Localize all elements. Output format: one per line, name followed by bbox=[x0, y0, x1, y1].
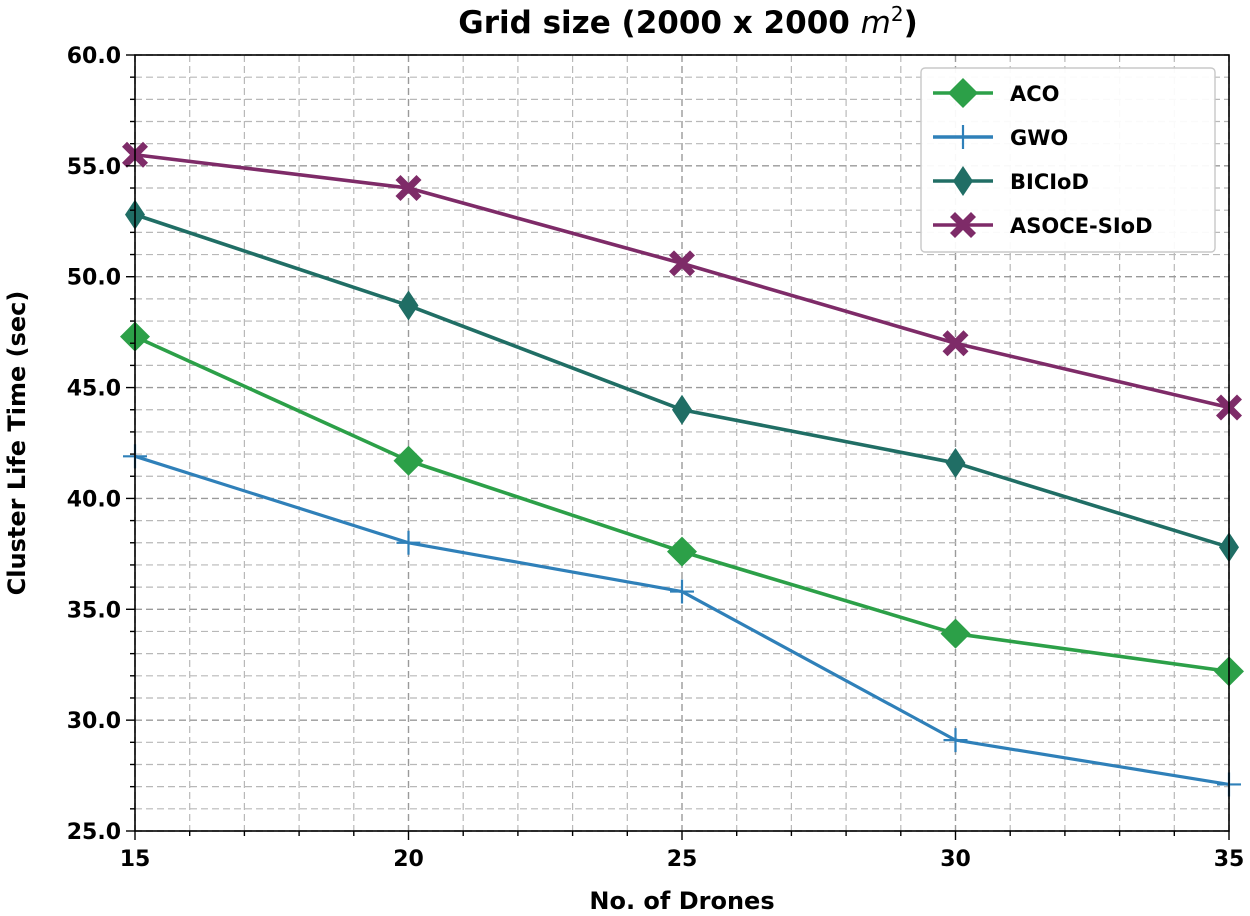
legend-label-aco: ACO bbox=[1010, 82, 1060, 106]
series-biciod bbox=[125, 199, 1239, 563]
data-point-asoce-siod bbox=[669, 250, 695, 277]
x-axis-label: No. of Drones bbox=[589, 887, 774, 915]
series-layer bbox=[120, 141, 1244, 797]
y-tick-label: 50.0 bbox=[67, 266, 121, 291]
x-tick-label: 25 bbox=[667, 847, 698, 872]
data-point-gwo bbox=[943, 728, 968, 753]
x-tick-label: 15 bbox=[120, 847, 151, 872]
legend-label-biciod: BICIoD bbox=[1010, 170, 1089, 194]
data-point-aco bbox=[667, 536, 697, 567]
y-tick-label: 55.0 bbox=[67, 155, 121, 180]
axis-ticks: 15 20 25 30 35 25.0 30.0 35.0 40.0 45.0 50.0 55.0 60… bbox=[67, 44, 1245, 872]
legend-item-asoce-siod: ASOCE-SIoD bbox=[933, 212, 1153, 238]
legend-marker-gwo bbox=[951, 125, 975, 149]
legend-marker-aco bbox=[948, 78, 978, 108]
grid bbox=[134, 54, 1230, 832]
data-point-aco bbox=[393, 445, 424, 476]
y-tick-label: 25.0 bbox=[67, 820, 121, 845]
data-point-biciod bbox=[398, 290, 419, 321]
legend-marker-biciod bbox=[953, 166, 973, 196]
chart-title: Grid size (2000 x 2000 m2) bbox=[458, 2, 918, 41]
legend-item-aco: ACO bbox=[933, 78, 1060, 108]
legend-item-biciod: BICIoD bbox=[933, 166, 1089, 196]
legend-label-asoce-siod: ASOCE-SIoD bbox=[1010, 214, 1153, 238]
y-tick-label: 40.0 bbox=[67, 487, 121, 512]
legend-label-gwo: GWO bbox=[1010, 126, 1068, 150]
data-point-asoce-siod bbox=[395, 175, 422, 202]
legend-box bbox=[920, 67, 1216, 253]
legend-marker-asoce-siod bbox=[950, 212, 976, 238]
y-tick-label: 60.0 bbox=[67, 44, 121, 69]
y-tick-label: 30.0 bbox=[67, 709, 121, 734]
legend: ACO GWO BICIoD ASOCE-SIoD bbox=[920, 67, 1216, 253]
legend-item-gwo: GWO bbox=[933, 125, 1068, 150]
y-tick-label: 35.0 bbox=[67, 598, 121, 623]
x-tick-label: 35 bbox=[1214, 847, 1245, 872]
y-tick-label: 45.0 bbox=[67, 377, 121, 402]
y-axis-label: Cluster Life Time (sec) bbox=[3, 291, 31, 596]
data-point-asoce-siod bbox=[942, 330, 969, 357]
data-point-biciod bbox=[945, 447, 966, 478]
x-tick-label: 20 bbox=[393, 847, 424, 872]
series-asoce-siod bbox=[122, 141, 1242, 421]
data-point-gwo bbox=[670, 579, 694, 604]
data-point-gwo bbox=[396, 530, 421, 555]
x-tick-label: 30 bbox=[940, 847, 971, 872]
data-point-aco bbox=[940, 618, 971, 649]
data-point-biciod bbox=[672, 394, 692, 425]
